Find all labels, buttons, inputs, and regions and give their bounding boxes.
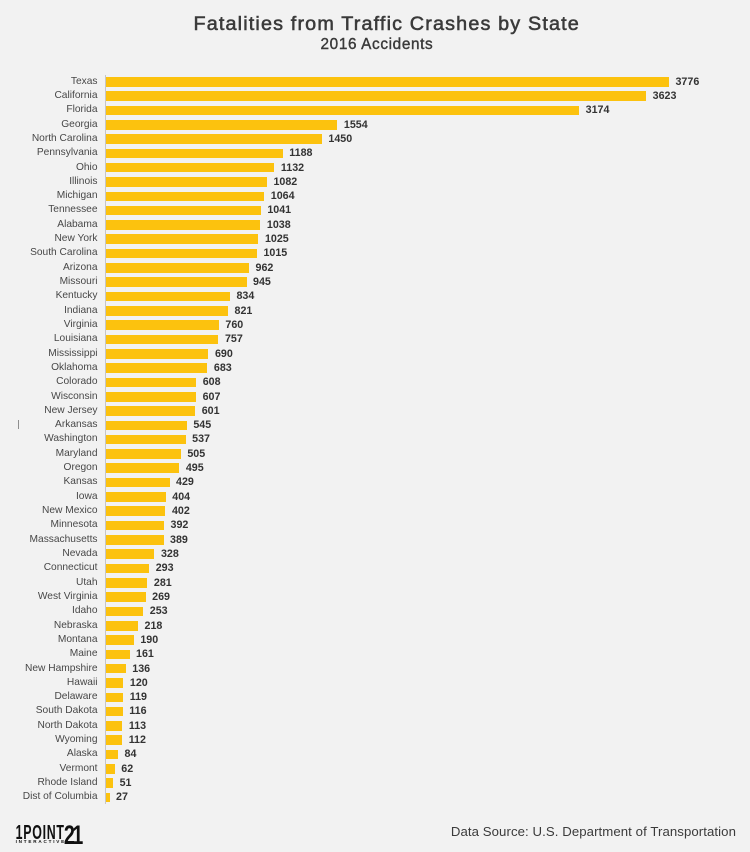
svg-text:21: 21 (64, 822, 83, 848)
svg-text:INTERACTIVE: INTERACTIVE (16, 839, 66, 844)
svg-text:1POINT: 1POINT (16, 822, 64, 844)
